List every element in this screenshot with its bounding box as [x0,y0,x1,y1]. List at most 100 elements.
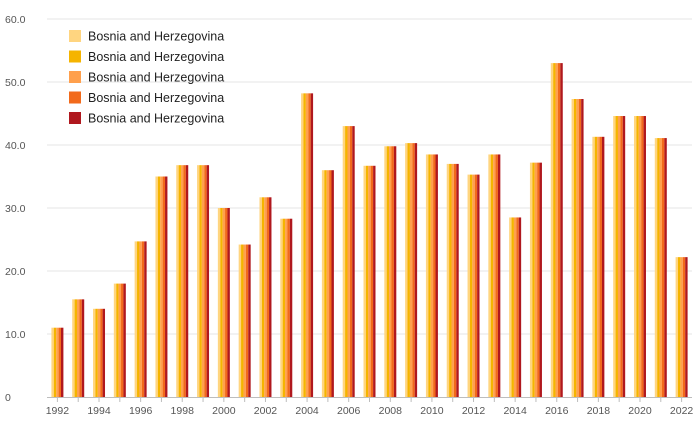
bar [433,154,436,397]
bar [661,138,665,397]
bar [287,218,290,397]
bar [456,163,459,397]
x-tick-label: 2022 [670,405,694,417]
legend-swatch [69,50,81,63]
bar [222,208,226,397]
bar [550,63,554,397]
bar [144,241,147,397]
bar [116,283,119,397]
bar [474,174,478,397]
bar [113,283,117,397]
bar [185,165,189,397]
bar [446,163,450,397]
bar [532,162,535,397]
bar [685,257,688,397]
bar [368,165,371,397]
bar [305,93,309,397]
bar [345,126,348,397]
bar [534,162,538,397]
bar [266,197,270,397]
y-tick-label: 40.0 [5,140,26,152]
bar [657,138,660,397]
bar [495,154,498,397]
bar [537,162,540,397]
x-tick-label: 2018 [587,405,611,417]
bar [181,165,184,397]
bar [633,116,637,398]
bar [79,299,82,397]
bar [160,176,163,397]
y-tick-label: 30.0 [5,203,26,215]
bar [326,170,330,397]
bar [141,241,145,397]
bar [680,257,683,397]
x-tick-label: 2016 [545,405,569,417]
bar [238,244,242,397]
legend-swatch [69,112,81,124]
bar [259,197,262,397]
bar [303,93,306,397]
x-tick-label: 2000 [212,405,236,417]
bar [121,283,124,397]
bar [310,93,314,397]
bar [349,126,353,397]
bar [102,308,106,397]
bar [613,116,616,398]
legend-label: Bosnia and Herzegovina [88,112,224,126]
bar [620,116,623,398]
bar [97,308,101,397]
bar [365,165,369,397]
bar [289,218,293,397]
bar [370,165,374,397]
bar [204,165,207,397]
bar [407,143,410,397]
bar [123,283,126,397]
bar [599,136,602,397]
x-axis: 1992 1994 1996 1998 2000 2002 2004 2006 2008 2010… [46,397,694,417]
bar [659,138,662,397]
bar [622,116,626,398]
bar [77,299,80,397]
bar [261,197,265,397]
bar [324,170,327,397]
bar [197,165,200,397]
bar [74,299,78,397]
bar [162,176,166,397]
bar [675,257,678,397]
y-tick-label: 0 [5,392,11,404]
bars [51,63,688,398]
y-tick-label: 60.0 [5,14,26,26]
bar [664,138,667,397]
bar [472,174,475,397]
bar [176,165,179,397]
bar [638,116,642,398]
bar [201,165,205,397]
bar [134,241,138,397]
bar [425,154,429,397]
bar [56,327,59,397]
bar [301,93,304,397]
bar [493,154,496,397]
bar [81,299,85,397]
bar [386,146,390,397]
bar [227,208,230,397]
bar [384,146,387,397]
bar [72,299,75,397]
bar [428,154,431,397]
bar [389,146,392,397]
bar [430,154,434,397]
bar [557,63,561,397]
bar [654,138,658,397]
bar [321,170,325,397]
bar [636,116,639,398]
bar [347,126,350,397]
x-tick-label: 2020 [628,405,652,417]
legend-label: Bosnia and Herzegovina [88,71,224,85]
bar [391,146,394,397]
bar [95,308,98,397]
bar [511,217,514,397]
bar [615,116,618,398]
bar [100,308,103,397]
bar [497,154,501,397]
bar [412,143,415,397]
